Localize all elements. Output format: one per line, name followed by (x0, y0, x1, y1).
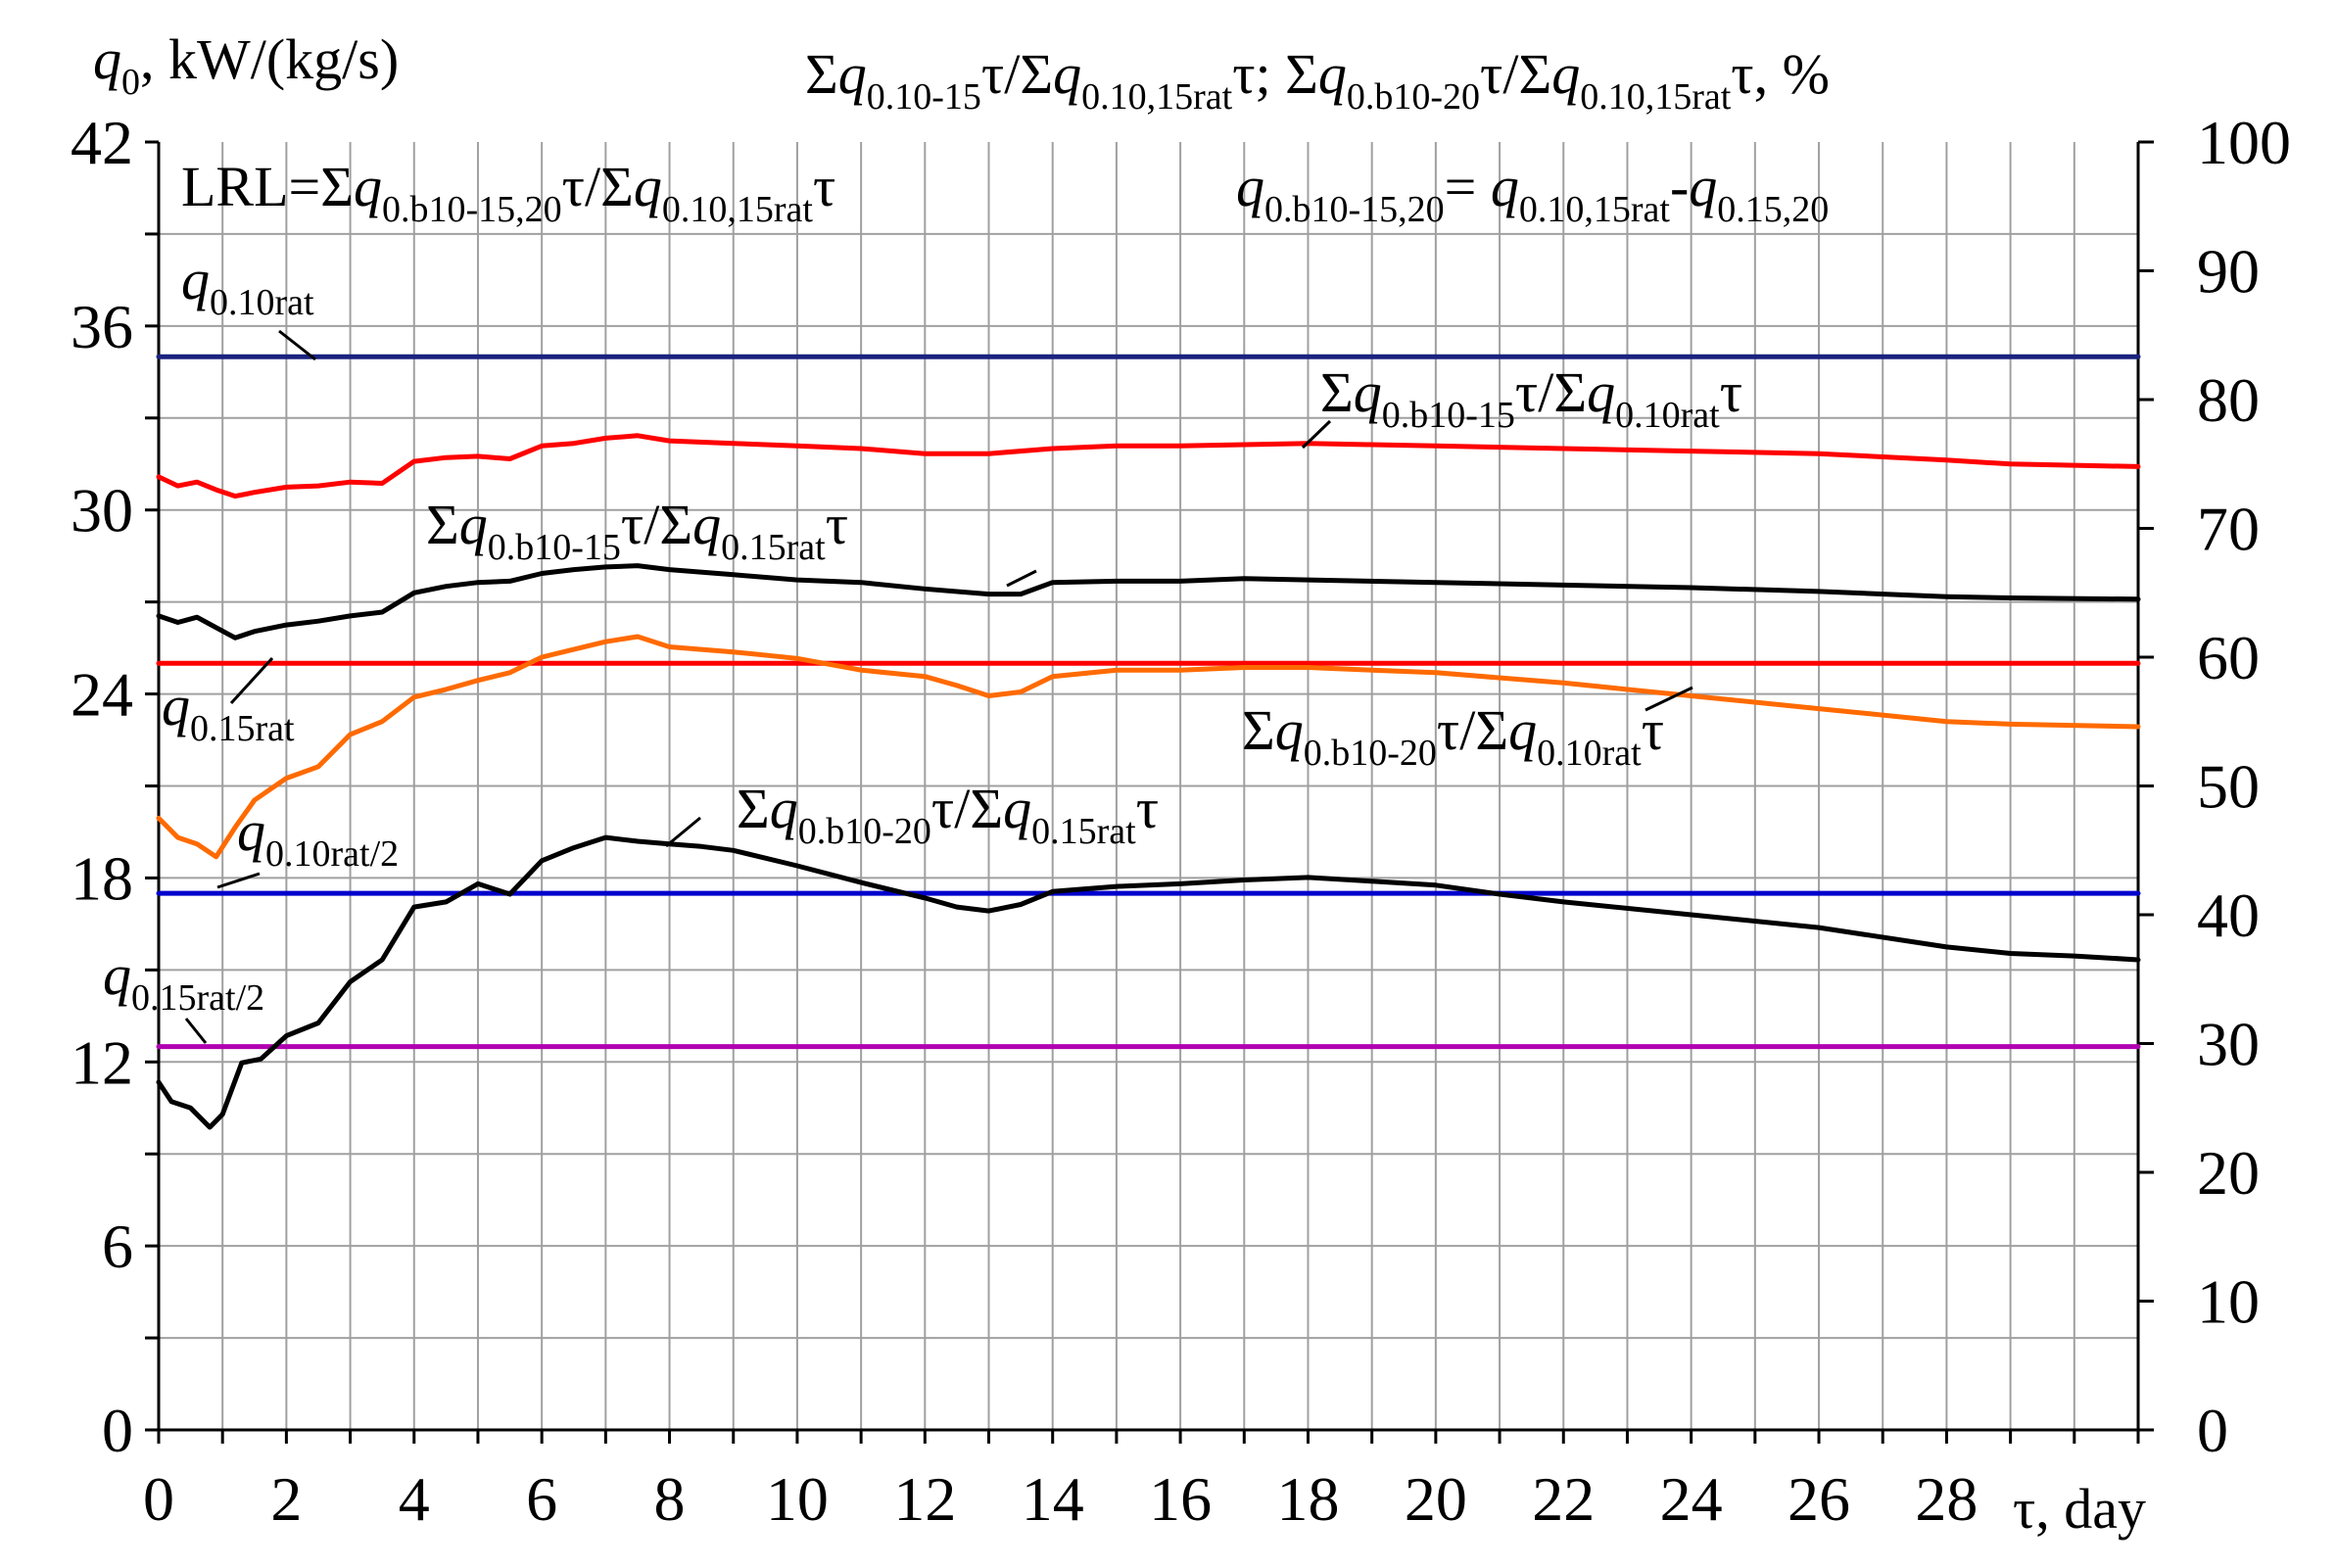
lrl-annotation: LRL=Σq0.b10-15,20τ/Σq0.10,15ratτ (181, 155, 835, 230)
leader-lines (184, 329, 1693, 1044)
series-line (156, 834, 2141, 1130)
x-tick-label: 2 (270, 1464, 302, 1534)
x-tick-label: 14 (1022, 1464, 1084, 1534)
right-axis-title: Σq0.10-15τ/Σq0.10,15ratτ; Σq0.b10-20τ/Σq… (805, 42, 1830, 118)
right-tick-label: 0 (2197, 1396, 2228, 1465)
right-tick-label: 30 (2197, 1010, 2260, 1079)
x-tick-label: 6 (526, 1464, 557, 1534)
left-tick-label: 18 (71, 843, 133, 913)
leader-line (184, 1018, 208, 1044)
left-tick-label: 12 (71, 1027, 133, 1097)
x-axis-title: τ, day (2013, 1477, 2146, 1541)
label-sum-b1015-10rat: Σq0.b10-15τ/Σq0.10ratτ (1320, 360, 1742, 436)
x-tick-label: 22 (1532, 1464, 1595, 1534)
left-tick-label: 0 (102, 1396, 133, 1465)
left-tick-label: 30 (71, 476, 133, 546)
right-tick-label: 80 (2197, 365, 2260, 435)
label-q015rat-half: q0.15rat/2 (103, 943, 264, 1019)
right-tick-label: 40 (2197, 880, 2260, 950)
series-line (156, 634, 2141, 860)
x-tick-label: 16 (1149, 1464, 1212, 1534)
right-tick-label: 70 (2197, 495, 2260, 564)
left-tick-label: 42 (71, 108, 133, 177)
left-tick-label: 36 (71, 292, 133, 361)
x-tick-label: 28 (1915, 1464, 1978, 1534)
right-tick-label: 90 (2197, 237, 2260, 307)
label-sum-b1020-15rat: Σq0.b10-20τ/Σq0.15ratτ (737, 777, 1159, 852)
leader-line (216, 872, 261, 889)
label-sum-b1015-15rat: Σq0.b10-15τ/Σq0.15ratτ (426, 493, 848, 568)
right-tick-label: 60 (2197, 623, 2260, 692)
labels: q0, kW/(kg/s) Σq0.10-15τ/Σq0.10,15ratτ; Σ… (93, 27, 2146, 1541)
x-tick-label: 4 (399, 1464, 430, 1534)
label-sum-b1020-10rat: Σq0.b10-20τ/Σq0.10ratτ (1242, 698, 1664, 774)
x-tick-label: 20 (1405, 1464, 1467, 1534)
leader-line (278, 329, 316, 361)
right-tick-label: 100 (2197, 108, 2291, 177)
leader-line (1006, 569, 1037, 588)
series-lines (156, 354, 2141, 1130)
x-tick-label: 12 (893, 1464, 956, 1534)
left-tick-label: 6 (102, 1212, 133, 1281)
series-line (156, 433, 2141, 499)
leader-line (229, 656, 274, 705)
label-q010rat: q0.10rat (181, 248, 314, 323)
x-tick-label: 26 (1788, 1464, 1850, 1534)
right-tick-label: 50 (2197, 752, 2260, 822)
right-tick-label: 10 (2197, 1267, 2260, 1337)
x-tick-label: 8 (654, 1464, 686, 1534)
series-line (156, 563, 2141, 641)
x-tick-label: 18 (1276, 1464, 1339, 1534)
label-q015rat: q0.15rat (162, 674, 295, 749)
x-tick-label: 10 (766, 1464, 829, 1534)
x-tick-label: 24 (1660, 1464, 1723, 1534)
leader-line (1645, 686, 1693, 712)
left-axis-title: q0, kW/(kg/s) (93, 27, 399, 103)
label-q010rat-half: q0.10rat/2 (237, 799, 399, 875)
right-tick-label: 20 (2197, 1138, 2260, 1208)
leader-line (665, 816, 701, 848)
x-tick-label: 0 (143, 1464, 174, 1534)
formula-annotation: q0.b10-15,20= q0.10,15rat-q0.15,20 (1236, 155, 1829, 230)
left-tick-label: 24 (71, 660, 133, 730)
leader-line (1301, 419, 1332, 450)
